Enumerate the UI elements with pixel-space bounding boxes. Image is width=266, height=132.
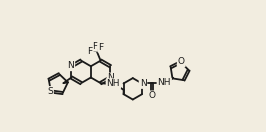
Text: N: N [107, 74, 114, 82]
Text: F: F [88, 47, 93, 56]
Text: F: F [92, 42, 97, 51]
Text: O: O [149, 91, 156, 100]
Text: S: S [47, 87, 53, 96]
Text: N: N [68, 61, 74, 70]
Text: F: F [98, 43, 103, 52]
Text: NH: NH [157, 79, 171, 88]
Text: N: N [140, 79, 146, 88]
Text: O: O [178, 57, 185, 66]
Text: NH: NH [107, 79, 120, 88]
